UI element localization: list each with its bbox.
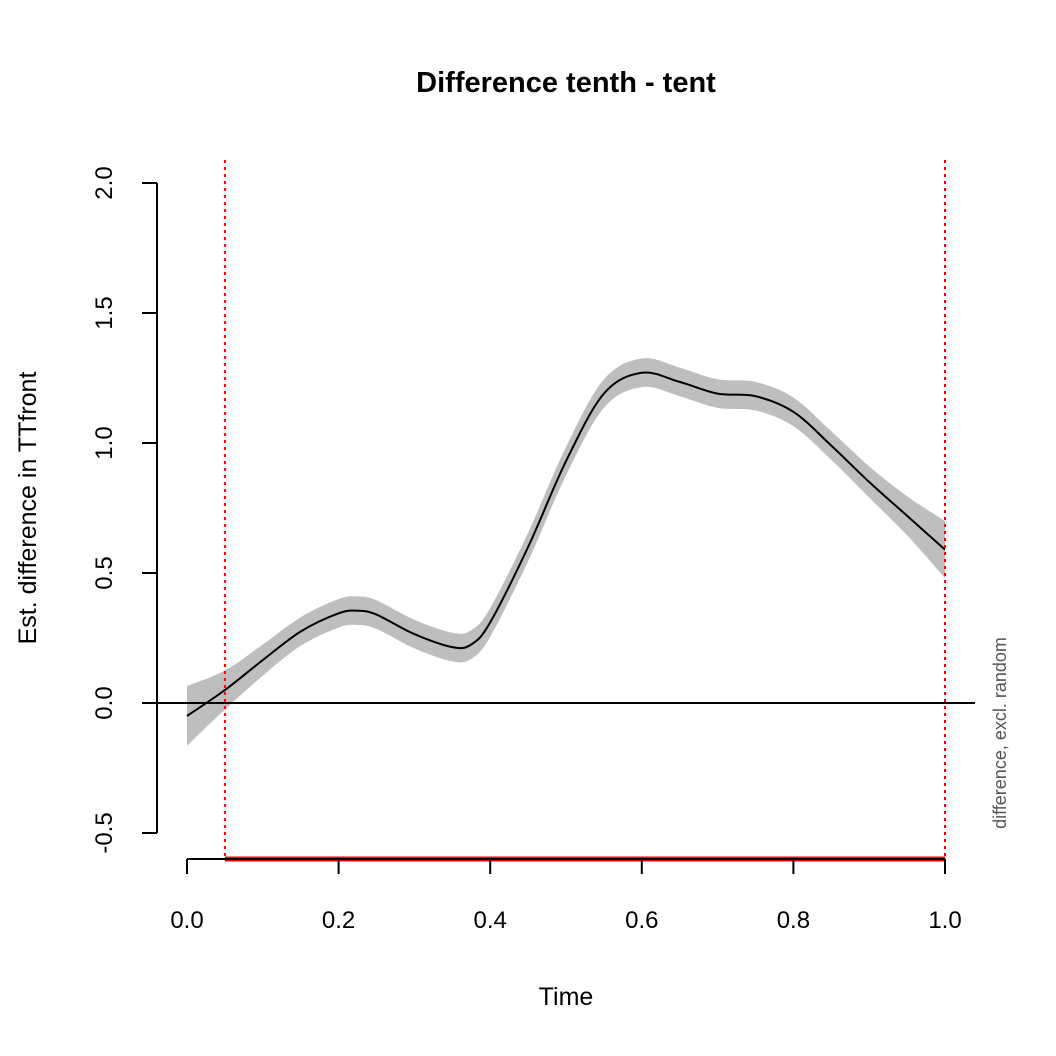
y-tick-label: -0.5 — [91, 812, 118, 853]
y-axis-label: Est. difference in TTfront — [14, 372, 42, 645]
y-axis: -0.5 0.0 0.5 1.0 1.5 2.0 — [91, 166, 158, 854]
y-tick-label: 1.5 — [91, 296, 118, 329]
x-axis-label: Time — [539, 983, 594, 1011]
confidence-band-area — [187, 358, 945, 746]
y-tick-label: 0.5 — [91, 556, 118, 589]
x-tick-label: 0.8 — [777, 907, 810, 934]
y-tick-label: 1.0 — [91, 426, 118, 459]
difference-line — [186, 371, 946, 717]
chart-title: Difference tenth - tent — [416, 67, 716, 99]
x-tick-label: 0.6 — [625, 907, 658, 934]
y-tick-label: 2.0 — [91, 166, 118, 199]
confidence-band — [187, 358, 945, 746]
x-tick-label: 0.4 — [474, 907, 507, 934]
plot-lines — [157, 160, 975, 862]
x-tick-label: 1.0 — [928, 907, 961, 934]
x-tick-label: 0.0 — [170, 907, 203, 934]
y-tick-label: 0.0 — [91, 686, 118, 719]
side-label: difference, excl. random — [990, 637, 1010, 829]
x-axis: 0.0 0.2 0.4 0.6 0.8 1.0 — [170, 858, 962, 934]
x-tick-label: 0.2 — [322, 907, 355, 934]
